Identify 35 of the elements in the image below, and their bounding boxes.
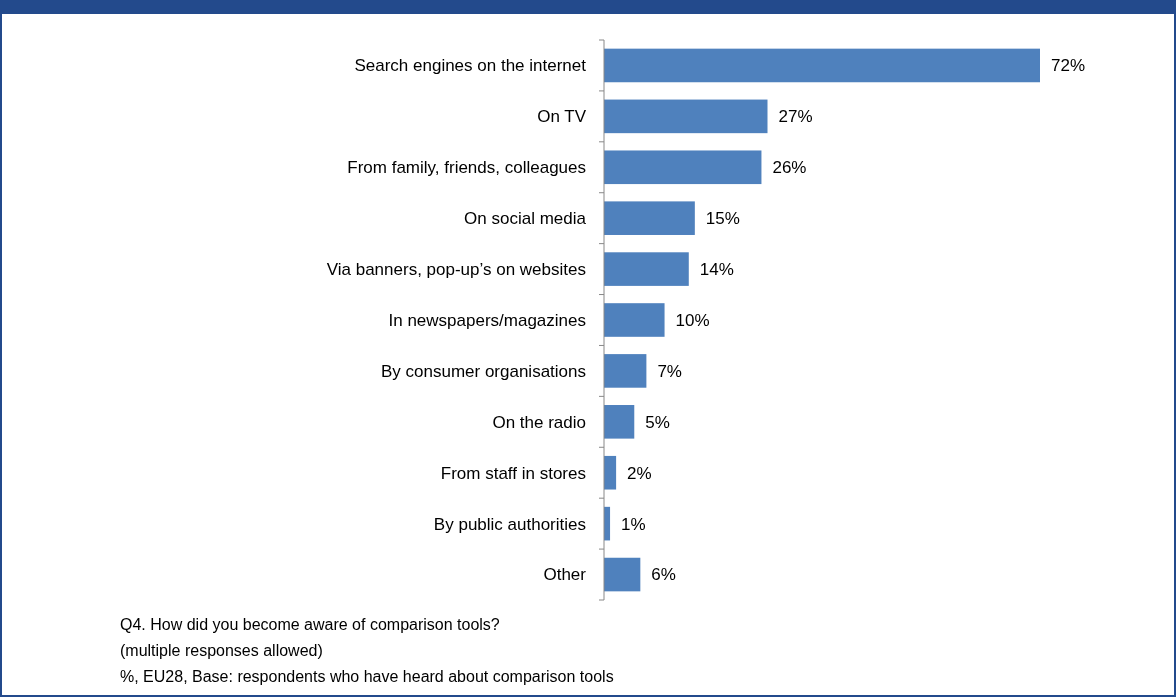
data-label: 1% [621, 514, 646, 534]
bar [604, 354, 647, 388]
y-tick-label: By public authorities [433, 514, 586, 534]
data-label: 14% [699, 260, 734, 280]
bar [604, 455, 617, 490]
data-label: 15% [705, 209, 740, 229]
y-tick-label: From family, friends, colleagues [347, 158, 586, 178]
text: Q4. How did you become aware of comparison tools? [120, 615, 500, 633]
y-tick-label: From staff in stores [440, 463, 586, 483]
bar [604, 201, 695, 235]
bar [604, 99, 768, 134]
bar [604, 557, 641, 592]
data-label: 6% [651, 565, 676, 585]
y-tick-label: On the radio [492, 412, 586, 432]
y-tick-label: On social media [464, 209, 587, 229]
bar [604, 252, 689, 286]
bar [604, 48, 1040, 83]
text: %, EU28, Base: respondents who have heard about comparison tools [120, 667, 614, 685]
y-tick-label: On TV [537, 107, 587, 127]
bar [604, 150, 762, 185]
y-tick-label: Other [543, 565, 587, 585]
y-tick-label: In newspapers/magazines [388, 310, 586, 330]
y-tick-label: Via banners, pop-up’s on websites [326, 260, 586, 280]
data-label: 5% [645, 412, 670, 432]
data-label: 2% [627, 463, 652, 483]
y-tick-label: Search engines on the internet [354, 56, 587, 76]
data-label: 27% [778, 107, 813, 127]
data-label: 26% [772, 158, 807, 178]
data-label: 7% [657, 361, 682, 381]
text: (multiple responses allowed) [120, 641, 323, 659]
bar [604, 405, 635, 439]
data-label: 72% [1051, 56, 1086, 76]
data-label: 10% [675, 310, 710, 330]
y-tick-label: By consumer organisations [380, 361, 586, 381]
bar [604, 303, 665, 337]
